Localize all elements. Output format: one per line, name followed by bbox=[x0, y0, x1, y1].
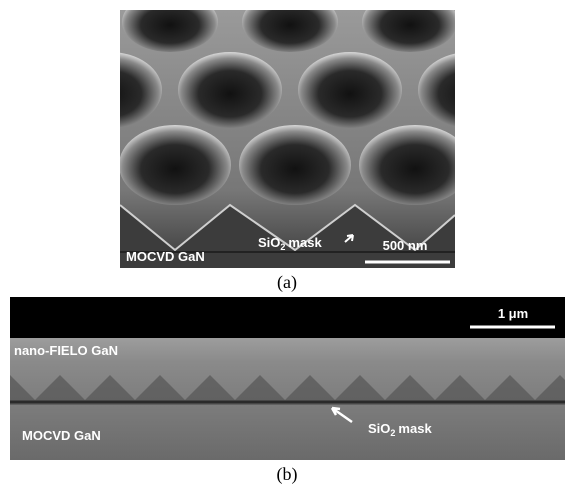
caption: (a) bbox=[277, 272, 297, 293]
caption: (b) bbox=[277, 464, 298, 485]
text-part: SiO bbox=[258, 235, 280, 250]
label: nano-FIELO GaN bbox=[14, 343, 118, 358]
text-part: 2 bbox=[280, 242, 285, 252]
scale-bar-label: 500 nm bbox=[383, 238, 428, 253]
text-part: 2 bbox=[390, 428, 395, 438]
label: MOCVD GaN bbox=[126, 249, 205, 264]
scale-bar-label: 1 μm bbox=[498, 306, 528, 321]
figure: MOCVD GaN SiO2mask 500 nm (a) nano-FIELO… bbox=[0, 0, 574, 487]
text-part: SiO bbox=[368, 421, 390, 436]
text-part: mask bbox=[288, 235, 322, 250]
text-part: mask bbox=[398, 421, 432, 436]
label: MOCVD GaN bbox=[22, 428, 101, 443]
